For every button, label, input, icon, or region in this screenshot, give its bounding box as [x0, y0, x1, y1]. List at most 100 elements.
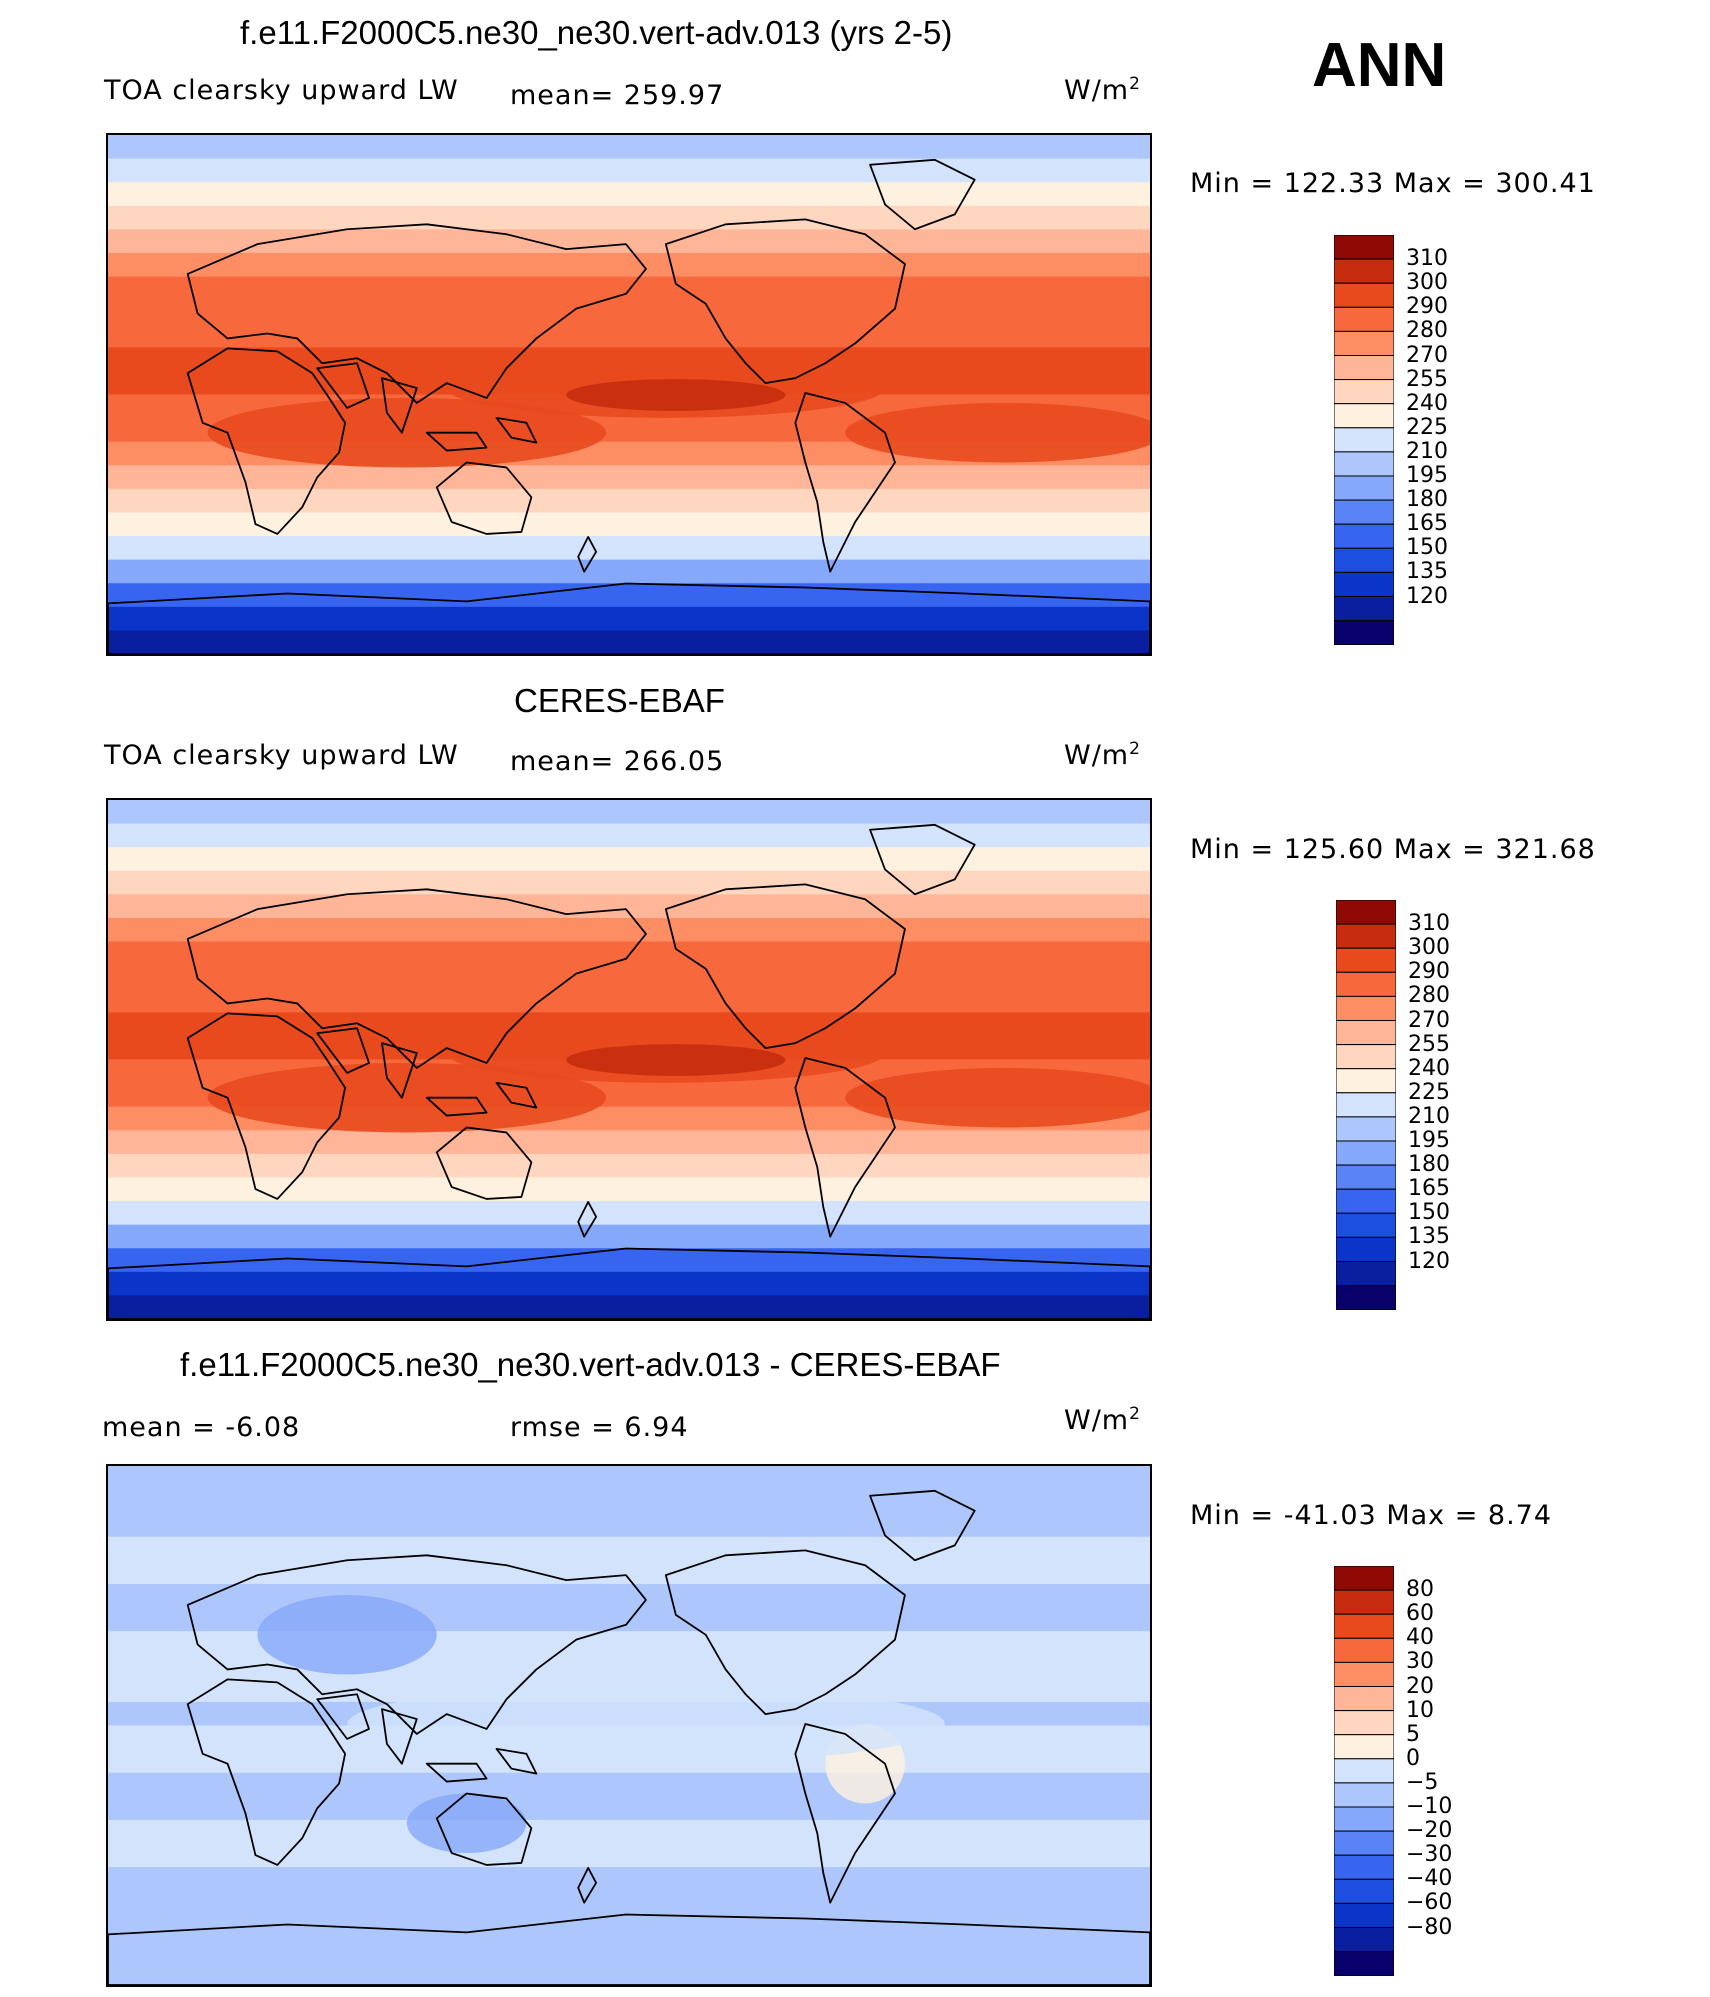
- colorbar-swatch: [1334, 427, 1394, 453]
- field-band: [108, 1307, 1150, 1319]
- field-band: [108, 264, 1150, 278]
- field-band: [108, 547, 1150, 561]
- colorbar-swatch: [1334, 1782, 1394, 1808]
- colorbar-tick-label: 40: [1406, 1625, 1434, 1651]
- colorbar-tick-label: 120: [1406, 583, 1448, 609]
- panel-2-map: [106, 798, 1152, 1321]
- coastline: [316, 1027, 418, 1099]
- coastline: [186, 347, 346, 535]
- colorbar-tick-label: 135: [1408, 1224, 1450, 1250]
- coastline: [577, 536, 598, 573]
- panel-2-colorbar: 310 300 290 280 270 255 240 225 210 195 180 165 150 1…: [1336, 900, 1450, 1310]
- colorbar-swatch: [1334, 1637, 1394, 1663]
- colorbar-swatch: [1334, 1830, 1394, 1856]
- panel-1-units: W/m2: [1064, 74, 1141, 106]
- coastline: [794, 392, 896, 573]
- field-feature: [845, 402, 1150, 463]
- field-band: [108, 642, 1150, 654]
- field-band: [108, 193, 1150, 207]
- field-band: [108, 929, 1150, 943]
- panel-3-title: f.e11.F2000C5.ne30_ne30.vert-adv.013 - C…: [180, 1346, 1001, 1383]
- colorbar-tick-label: −5: [1406, 1769, 1439, 1795]
- coastline: [577, 1201, 598, 1238]
- field-feature: [257, 1595, 437, 1675]
- colorbar-swatch: [1334, 1854, 1394, 1880]
- coastline: [794, 1723, 896, 1904]
- colorbar-swatch: [1334, 1902, 1394, 1928]
- colorbar-swatch: [1336, 1019, 1396, 1046]
- field-band: [108, 1772, 1150, 1786]
- colorbar-swatch: [1334, 1806, 1394, 1832]
- panel-3-colorbar: 80 60 40 30 20 10 5 0 −5 −10 −20 −30 −40 −60 −80: [1334, 1566, 1452, 1976]
- field-band: [108, 988, 1150, 1002]
- panel-2-center-label: mean= 266.05: [510, 746, 725, 777]
- field-band: [108, 488, 1150, 502]
- colorbar-swatch: [1334, 451, 1394, 477]
- coastline: [869, 1489, 976, 1562]
- map-canvas: [108, 135, 1150, 654]
- colorbar-tick-label: 195: [1406, 463, 1448, 488]
- field-band: [108, 882, 1150, 895]
- coastline: [425, 1081, 538, 1117]
- field-band: [108, 1937, 1150, 1951]
- colorbar-tick-label: 150: [1408, 1200, 1450, 1226]
- colorbar-swatch: [1334, 330, 1394, 356]
- colorbar-swatch: [1336, 1116, 1396, 1142]
- field-band: [108, 1260, 1150, 1273]
- colorbar-swatch: [1336, 1092, 1396, 1118]
- colorbar-swatch: [1336, 923, 1396, 949]
- coastline: [425, 1747, 538, 1783]
- colorbar-swatch: [1334, 571, 1394, 597]
- coastline: [435, 461, 533, 535]
- colorbar-tick-label: 280: [1406, 318, 1448, 344]
- colorbar-swatch: [1336, 900, 1396, 925]
- field-band: [108, 1489, 1150, 1502]
- colorbar-swatch: [1334, 403, 1394, 429]
- field-band: [108, 1212, 1150, 1226]
- panel-1-title: f.e11.F2000C5.ne30_ne30.vert-adv.013 (yr…: [240, 14, 953, 51]
- field-band: [108, 1236, 1150, 1249]
- colorbar-tick-label: 240: [1406, 390, 1448, 416]
- field-band: [108, 953, 1150, 966]
- colorbar-tick-label: −20: [1406, 1818, 1453, 1844]
- colorbar-swatch: [1334, 620, 1394, 645]
- field-band: [108, 1583, 1150, 1597]
- colorbar-tick-label: −10: [1406, 1794, 1453, 1819]
- colorbar-swatch: [1334, 1951, 1394, 1976]
- field-band: [108, 524, 1150, 537]
- field-band: [108, 1224, 1150, 1238]
- field-band: [108, 1595, 1150, 1609]
- field-band: [108, 1295, 1150, 1308]
- panel-1-left-label: TOA clearsky upward LW: [104, 75, 459, 106]
- colorbar-swatch: [1336, 1044, 1396, 1070]
- colorbar-swatch: [1334, 282, 1394, 308]
- colorbar-swatch: [1334, 1589, 1394, 1615]
- field-band: [108, 477, 1150, 490]
- colorbar-swatch: [1334, 1685, 1394, 1712]
- field-band: [108, 1961, 1150, 1974]
- field-band: [108, 1902, 1150, 1915]
- coastline: [577, 1867, 598, 1904]
- field-band: [108, 276, 1150, 289]
- colorbar-swatch: [1334, 235, 1394, 260]
- colorbar-swatch: [1336, 1164, 1396, 1190]
- coastline: [794, 1057, 896, 1238]
- panel-1-minmax: Min = 122.33 Max = 300.41: [1190, 168, 1596, 199]
- coastline: [316, 1693, 418, 1765]
- colorbar-tick-label: 180: [1408, 1152, 1450, 1178]
- colorbar-tick-label: −30: [1406, 1842, 1453, 1868]
- colorbar-swatch: [1334, 1566, 1394, 1591]
- colorbar-tick-label: 225: [1408, 1079, 1450, 1105]
- field-band: [108, 583, 1150, 596]
- colorbar-swatch: [1336, 947, 1396, 973]
- colorbar-tick-label: −60: [1406, 1890, 1453, 1916]
- field-band: [108, 146, 1150, 160]
- colorbar-tick-label: 290: [1408, 959, 1450, 985]
- field-band: [108, 1914, 1150, 1927]
- colorbar-swatch: [1334, 499, 1394, 525]
- panel-3-minmax: Min = -41.03 Max = 8.74: [1190, 1500, 1553, 1531]
- colorbar-tick-label: 300: [1408, 935, 1450, 961]
- coastline: [435, 1792, 533, 1866]
- coastline: [186, 223, 647, 404]
- colorbar-swatch: [1334, 475, 1394, 501]
